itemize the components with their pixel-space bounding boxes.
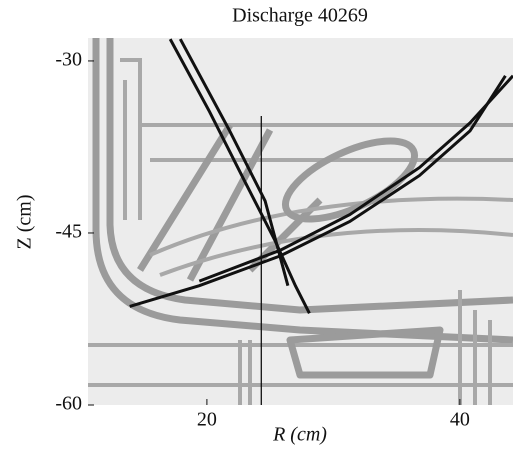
y-axis-label: Z (cm) xyxy=(14,195,36,250)
curve xyxy=(129,74,507,308)
x-tick-label: 40 xyxy=(450,409,470,431)
y-tick-label: -30 xyxy=(55,49,82,71)
x-tick-label: 20 xyxy=(197,409,217,431)
x-axis-label: R (cm) xyxy=(272,424,327,446)
y-tick-label: -45 xyxy=(55,221,82,243)
curve xyxy=(198,74,513,283)
curve xyxy=(168,38,311,314)
chart-title: Discharge 40269 xyxy=(232,5,368,27)
curve xyxy=(178,38,290,287)
y-tick-label: -60 xyxy=(55,393,82,415)
machine-drawing xyxy=(88,38,513,405)
